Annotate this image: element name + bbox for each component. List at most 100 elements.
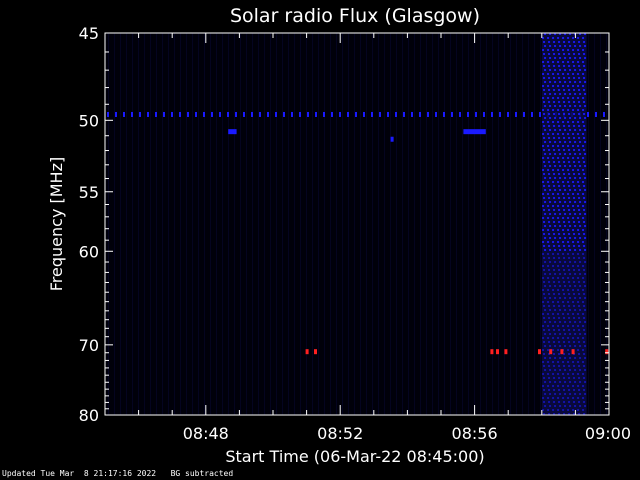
burst-pixel: [578, 221, 581, 223]
burst-pixel: [579, 93, 582, 95]
burst-pixel: [544, 189, 547, 191]
burst-pixel: [562, 121, 565, 123]
burst-pixel: [554, 345, 557, 347]
burst-pixel: [573, 137, 576, 139]
burst-pixel: [547, 265, 550, 267]
burst-pixel: [554, 81, 557, 83]
burst-pixel: [567, 133, 570, 135]
burst-pixel: [563, 401, 566, 403]
burst-pixel: [569, 189, 572, 191]
burst-pixel: [562, 73, 565, 75]
burst-pixel: [579, 141, 582, 143]
burst-pixel: [542, 61, 545, 63]
burst-pixel: [559, 297, 562, 299]
burst-pixel: [577, 349, 580, 351]
burst-pixel: [558, 89, 561, 91]
burst-pixel: [557, 205, 560, 207]
burst-pixel: [578, 401, 581, 403]
burst-marks: [107, 33, 609, 415]
background-streak: [522, 33, 523, 415]
background-streak: [486, 33, 487, 415]
burst-pixel: [583, 329, 586, 331]
band-segment: [147, 111, 149, 117]
burst-pixel: [577, 313, 580, 315]
burst-pixel: [569, 261, 572, 263]
burst-pixel: [549, 153, 552, 155]
burst-dot: [560, 349, 564, 355]
burst-pixel: [558, 137, 561, 139]
burst-pixel: [554, 393, 557, 395]
burst-pixel: [583, 113, 586, 115]
burst-pixel: [542, 97, 545, 99]
burst-pixel: [584, 321, 587, 323]
burst-pixel: [579, 237, 582, 239]
burst-pixel: [582, 97, 585, 99]
burst-pixel: [552, 61, 555, 63]
burst-pixel: [552, 337, 555, 339]
burst-pixel: [554, 141, 557, 143]
burst-pixel: [584, 129, 587, 131]
burst-pixel: [568, 221, 571, 223]
burst-pixel: [552, 121, 555, 123]
burst-pixel: [569, 297, 572, 299]
background-streak: [450, 33, 451, 415]
burst-pixel: [549, 141, 552, 143]
burst-pixel: [552, 181, 555, 183]
burst-pixel: [564, 69, 567, 71]
burst-pixel: [567, 193, 570, 195]
burst-pixel: [574, 189, 577, 191]
burst-pixel: [554, 153, 557, 155]
burst-pixel: [577, 241, 580, 243]
band-segment: [347, 111, 349, 117]
burst-pixel: [572, 73, 575, 75]
background-streak: [126, 33, 127, 415]
band-segment: [299, 111, 301, 117]
burst-pixel: [544, 225, 547, 227]
burst-pixel: [568, 101, 571, 103]
burst-pixel: [552, 217, 555, 219]
burst-pixel: [582, 325, 585, 327]
burst-pixel: [579, 321, 582, 323]
background-streak: [594, 33, 595, 415]
band-segment: [339, 111, 341, 117]
footer: Updated Tue Mar 8 21:17:16 2022 BG subtr…: [2, 469, 233, 478]
burst-pixel: [563, 197, 566, 199]
burst-pixel: [563, 53, 566, 55]
burst-pixel: [567, 61, 570, 63]
burst-pixel: [543, 221, 546, 223]
burst-pixel: [544, 369, 547, 371]
burst-pixel: [572, 337, 575, 339]
band-segment: [243, 111, 245, 117]
burst-pixel: [562, 361, 565, 363]
burst-pixel: [554, 321, 557, 323]
background-streak: [216, 33, 217, 415]
burst-pixel: [568, 209, 571, 211]
burst-pixel: [553, 149, 556, 151]
burst-pixel: [578, 125, 581, 127]
burst-pixel: [568, 65, 571, 67]
burst-pixel: [562, 301, 565, 303]
burst-pixel: [552, 361, 555, 363]
burst-pixel: [579, 249, 582, 251]
burst-pixel: [584, 57, 587, 59]
burst-pixel: [548, 221, 551, 223]
burst-pixel: [544, 165, 547, 167]
burst-pixel: [578, 101, 581, 103]
burst-pixel: [558, 269, 561, 271]
burst-pixel: [583, 413, 586, 415]
burst-pixel: [553, 389, 556, 391]
burst-pixel: [562, 217, 565, 219]
background-streak: [414, 33, 415, 415]
burst-pixel: [559, 57, 562, 59]
burst-pixel: [578, 305, 581, 307]
background-streak: [180, 33, 181, 415]
burst-pixel: [568, 389, 571, 391]
burst-pixel: [552, 349, 555, 351]
burst-pixel: [582, 61, 585, 63]
burst-pixel: [562, 385, 565, 387]
burst-pixel: [559, 213, 562, 215]
burst-pixel: [569, 153, 572, 155]
burst-pixel: [582, 337, 585, 339]
burst-pixel: [552, 253, 555, 255]
burst-pixel: [557, 241, 560, 243]
